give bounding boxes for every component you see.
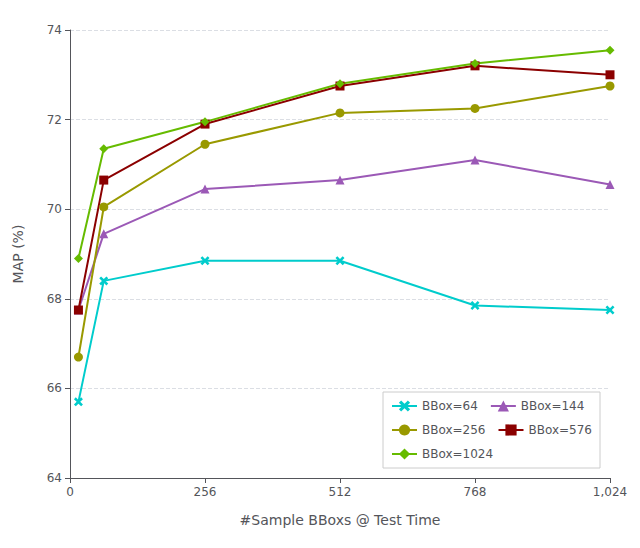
svg-text:768: 768 — [464, 485, 487, 499]
svg-text:1,024: 1,024 — [593, 485, 627, 499]
svg-text:512: 512 — [329, 485, 352, 499]
svg-text:BBox=576: BBox=576 — [529, 423, 593, 437]
svg-text:66: 66 — [47, 381, 62, 395]
svg-text:BBox=256: BBox=256 — [422, 423, 486, 437]
svg-text:72: 72 — [47, 113, 62, 127]
svg-text:70: 70 — [47, 202, 62, 216]
svg-text:BBox=64: BBox=64 — [422, 399, 478, 413]
svg-text:BBox=1024: BBox=1024 — [422, 447, 493, 461]
svg-text:68: 68 — [47, 292, 62, 306]
svg-text:0: 0 — [66, 485, 74, 499]
svg-text:MAP (%): MAP (%) — [10, 225, 26, 284]
svg-text:256: 256 — [194, 485, 217, 499]
svg-text:64: 64 — [47, 471, 62, 485]
svg-text:74: 74 — [47, 23, 62, 37]
svg-text:#Sample BBoxs @ Test Time: #Sample BBoxs @ Test Time — [240, 512, 441, 528]
svg-text:BBox=144: BBox=144 — [521, 399, 585, 413]
